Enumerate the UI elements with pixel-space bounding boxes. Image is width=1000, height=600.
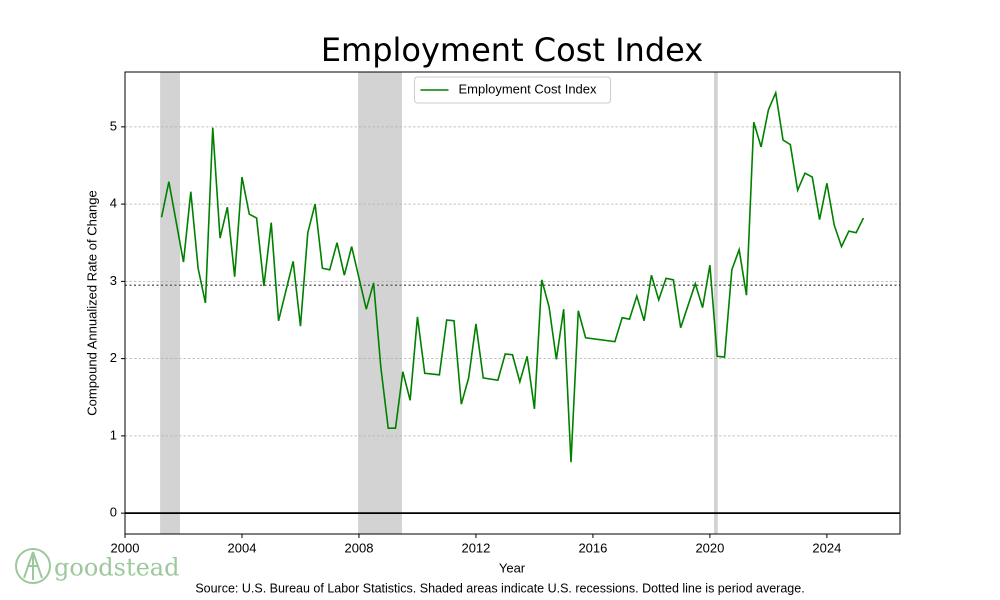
x-tick-label: 2012 bbox=[461, 540, 490, 555]
y-tick-label: 4 bbox=[110, 196, 117, 211]
y-tick-label: 3 bbox=[110, 273, 117, 288]
brand-name: goodstead bbox=[54, 554, 179, 582]
source-note: Source: U.S. Bureau of Labor Statistics.… bbox=[195, 581, 804, 595]
x-tick-label: 2024 bbox=[812, 540, 841, 555]
legend-box bbox=[414, 76, 611, 104]
y-axis-label: Compound Annualized Rate of Change bbox=[84, 190, 99, 416]
x-axis-label: Year bbox=[499, 560, 526, 575]
series-line bbox=[160, 89, 865, 463]
brand-logo: goodstead bbox=[15, 548, 179, 584]
x-tick-label: 2000 bbox=[111, 540, 140, 555]
y-tick-label: 2 bbox=[110, 350, 117, 365]
x-tick-label: 2008 bbox=[345, 540, 374, 555]
x-tick-label: 2020 bbox=[695, 540, 724, 555]
y-tick-label: 5 bbox=[110, 118, 117, 133]
plot-frame bbox=[124, 71, 901, 535]
legend: Employment Cost Index bbox=[414, 76, 611, 104]
recession-band bbox=[714, 72, 718, 534]
x-tick-label: 2016 bbox=[578, 540, 607, 555]
chart-title: Employment Cost Index bbox=[321, 31, 703, 69]
y-tick-label: 0 bbox=[110, 505, 117, 520]
recession-band bbox=[160, 72, 180, 534]
legend-label: Employment Cost Index bbox=[459, 81, 598, 96]
x-tick-label: 2004 bbox=[228, 540, 257, 555]
y-tick-label: 1 bbox=[110, 427, 117, 442]
